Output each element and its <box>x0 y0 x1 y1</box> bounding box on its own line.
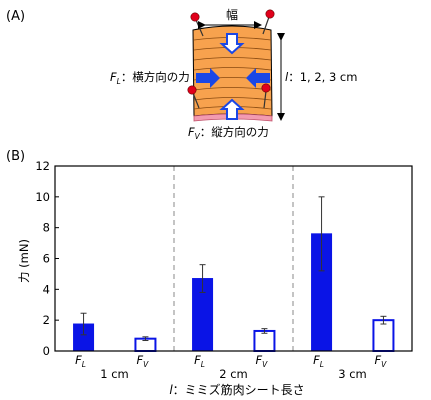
y-tick-label: 0 <box>43 344 50 358</box>
chart-bars <box>73 196 395 353</box>
pin-icon <box>187 9 275 109</box>
y-tick-label: 12 <box>35 159 50 173</box>
bar-label-L-2: FL <box>194 353 205 369</box>
bar-label-V-2: FV <box>256 353 269 369</box>
y-axis-title: 力 (mN) <box>17 239 31 283</box>
error-bar-V-3 <box>380 315 387 325</box>
error-bar-V-2 <box>261 328 268 334</box>
width-label: 幅 <box>226 7 238 22</box>
group-label-3: 3 cm <box>338 367 367 381</box>
lateral-force-arrows-icon <box>196 68 270 88</box>
y-tick-label: 2 <box>43 313 50 327</box>
y-tick-label: 4 <box>43 282 50 296</box>
y-tick-label: 6 <box>43 252 50 266</box>
panel-a-label: (A) <box>6 9 25 24</box>
plot-frame <box>54 165 413 352</box>
bar-label-L-3: FL <box>313 353 324 369</box>
error-bar-L-3 <box>318 196 325 272</box>
muscle-sheet-illustration <box>187 9 275 122</box>
panel-b-label: (B) <box>6 149 25 164</box>
y-tick-label: 8 <box>43 221 50 235</box>
lateral-force-label: FL：横方向の力 <box>110 70 190 86</box>
panel-a: (A) <box>6 7 357 141</box>
error-bar-V-1 <box>142 336 149 342</box>
group-label-1: 1 cm <box>100 367 129 381</box>
bar-V-2 <box>253 329 276 353</box>
bar-label-V-1: FV <box>137 353 150 369</box>
bar-label-L-1: FL <box>75 353 86 369</box>
group-label-2: 2 cm <box>219 367 248 381</box>
bar-label-V-3: FV <box>375 353 388 369</box>
chart-axes: 0 2 4 6 8 10 12 <box>35 159 413 358</box>
bar-V-3 <box>372 319 395 352</box>
x-axis-title: l：ミミズ筋肉シート長さ <box>169 382 304 397</box>
chart-dividers <box>173 166 294 351</box>
error-bar-L-2 <box>199 264 206 293</box>
error-bar-L-1 <box>80 312 87 336</box>
length-label: l：1, 2, 3 cm <box>285 70 357 84</box>
chart-x-labels: FL FV 1 cm FL FV 2 cm FL FV 3 cm <box>75 353 387 381</box>
vertical-force-arrows-icon <box>219 33 245 120</box>
vertical-force-label: FV：縦方向の力 <box>188 125 269 141</box>
y-tick-label: 10 <box>35 190 50 204</box>
